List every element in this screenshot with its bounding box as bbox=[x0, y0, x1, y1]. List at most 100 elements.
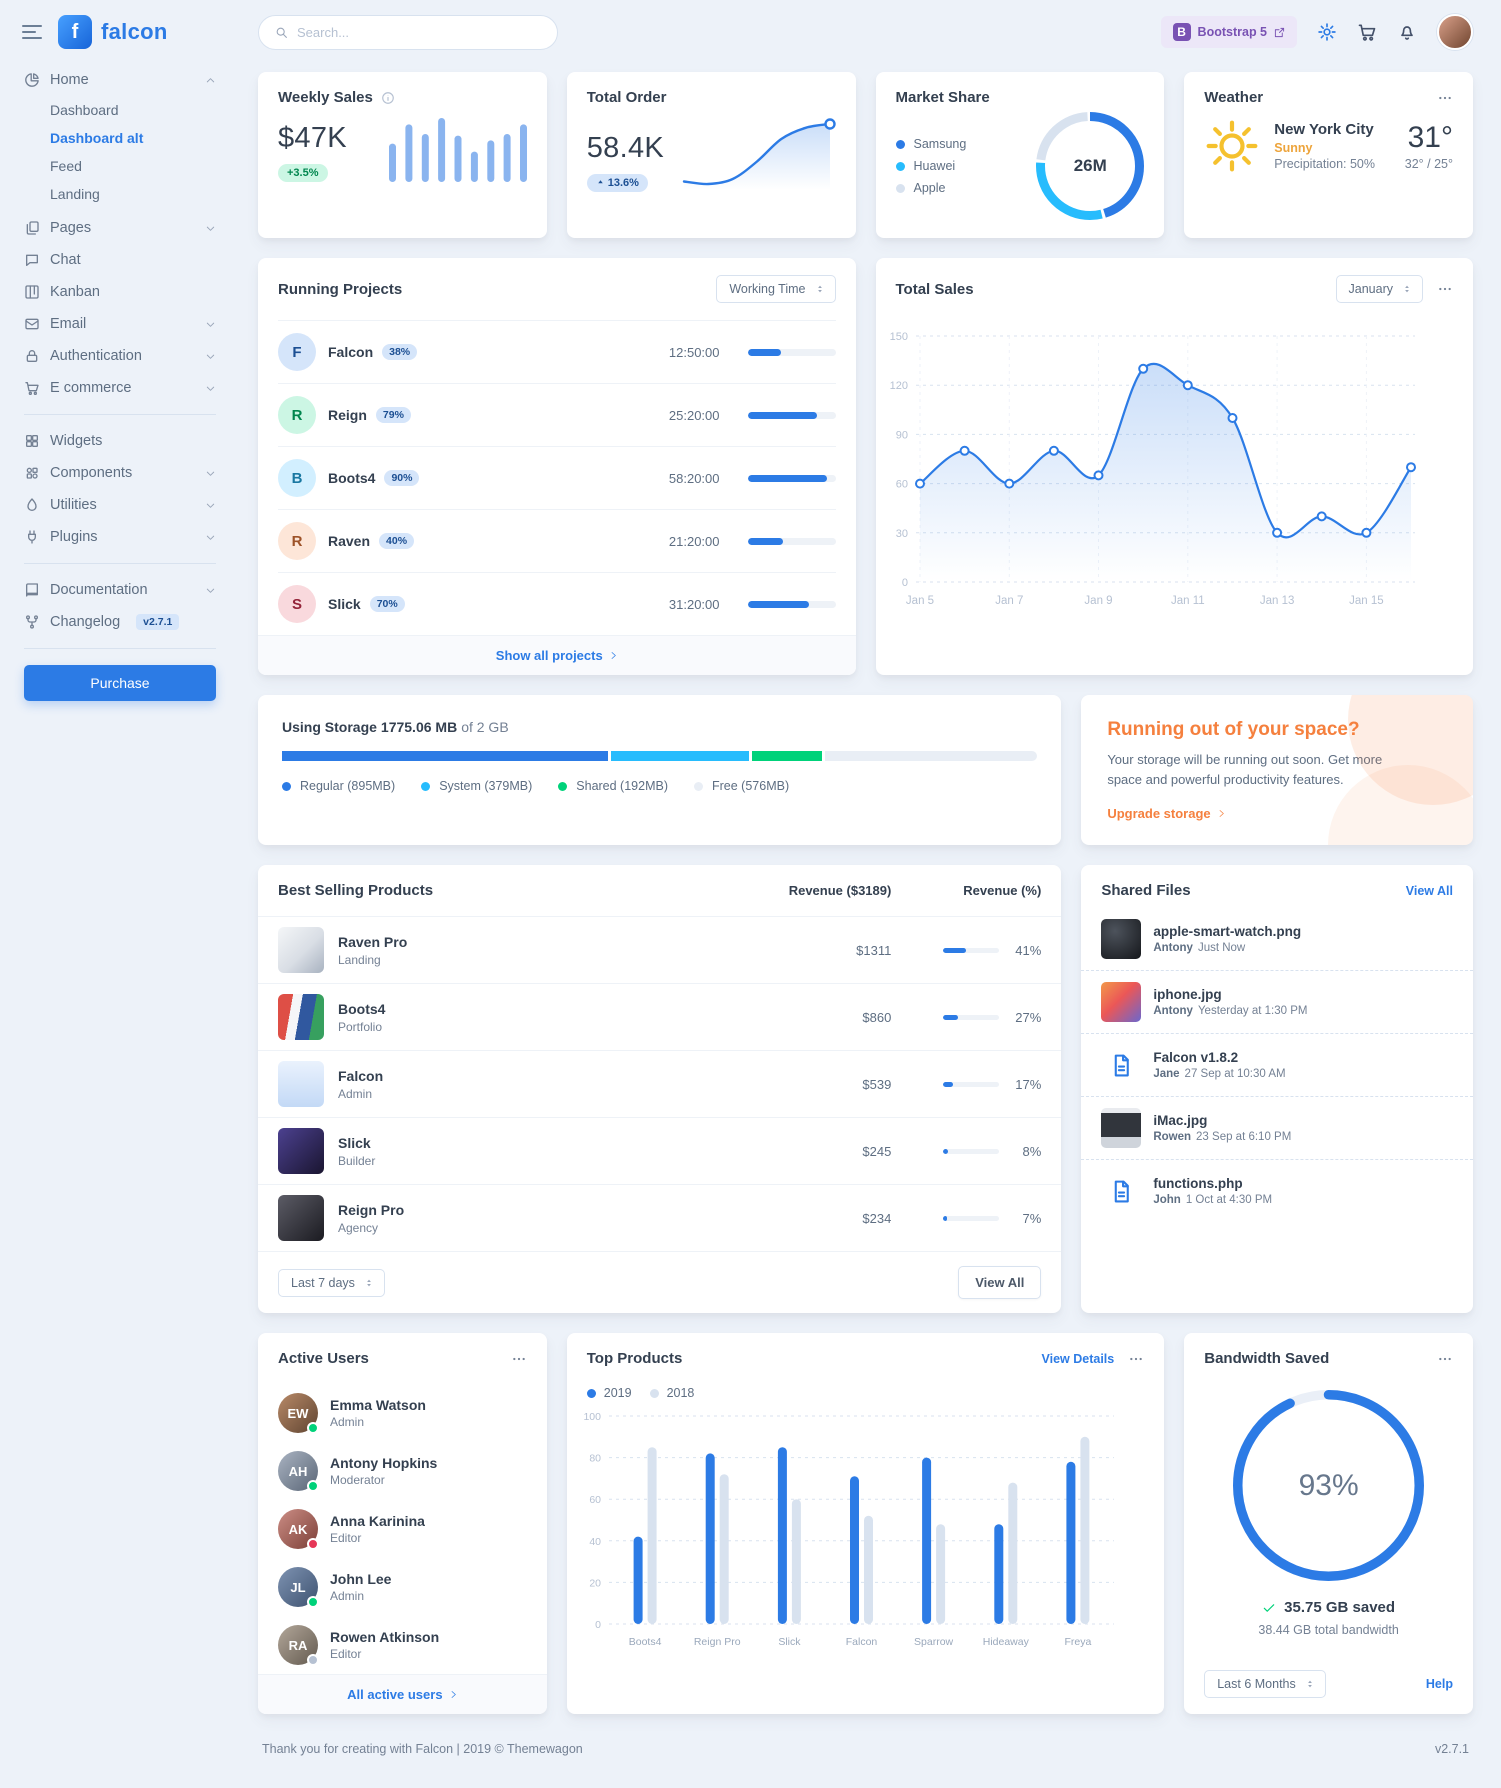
nav-docs-group: Documentation Changelog v2.7.1 bbox=[18, 574, 222, 638]
weather-menu-icon[interactable] bbox=[1437, 90, 1453, 106]
sidebar-item[interactable]: Authentication bbox=[18, 340, 222, 372]
bootstrap5-badge[interactable]: B Bootstrap 5 bbox=[1160, 16, 1297, 48]
dashboard-grid: Weekly Sales $47K +3.5% Total Order bbox=[258, 64, 1473, 1715]
settings-gear-icon[interactable] bbox=[1317, 22, 1337, 42]
show-all-projects-link[interactable]: Show all projects bbox=[258, 635, 856, 675]
column-header-revenue: Revenue ($3189) bbox=[788, 883, 892, 899]
sidebar-subitem[interactable]: Landing bbox=[18, 180, 222, 208]
file-name-link[interactable]: iMac.jpg bbox=[1153, 1113, 1208, 1129]
components-icon bbox=[24, 465, 40, 481]
project-time: 31:20:00 bbox=[668, 596, 720, 612]
sidebar: f falcon Home Dashboard Dashboard alt Feed… bbox=[0, 0, 232, 729]
avatar: AH bbox=[278, 1451, 319, 1493]
sidebar-subitem[interactable]: Feed bbox=[18, 152, 222, 180]
list-item: apple-smart-watch.png Antony Just Now bbox=[1081, 908, 1473, 970]
user-name-link[interactable]: John Lee bbox=[330, 1571, 392, 1588]
file-name-link[interactable]: functions.php bbox=[1153, 1176, 1243, 1192]
product-name-link[interactable]: Raven Pro bbox=[338, 933, 408, 950]
product-name-link[interactable]: Reign Pro bbox=[338, 1201, 405, 1218]
search-input[interactable] bbox=[297, 24, 541, 40]
info-icon[interactable] bbox=[381, 91, 395, 105]
project-name-link[interactable]: Slick bbox=[328, 596, 361, 612]
view-all-files-link[interactable]: View All bbox=[1405, 883, 1453, 898]
menu-toggle-button[interactable] bbox=[22, 23, 42, 41]
project-name-link[interactable]: Raven bbox=[328, 533, 371, 549]
svg-text:60: 60 bbox=[895, 479, 907, 491]
market-share-donut: 26M bbox=[1036, 112, 1145, 220]
sidebar-item[interactable]: Utilities bbox=[18, 489, 222, 521]
user-name-link[interactable]: Antony Hopkins bbox=[330, 1455, 438, 1472]
user-name-link[interactable]: Anna Karinina bbox=[330, 1513, 425, 1530]
sidebar-item-label: Home bbox=[50, 72, 89, 88]
file-owner: Antony bbox=[1153, 942, 1193, 955]
chevron-down-icon bbox=[205, 383, 216, 394]
sidebar-item-home[interactable]: Home bbox=[18, 64, 222, 96]
sidebar-item[interactable]: Components bbox=[18, 457, 222, 489]
sidebar-subitem[interactable]: Dashboard bbox=[18, 96, 222, 124]
working-time-select[interactable]: Working Time bbox=[716, 275, 836, 303]
falcon-logo[interactable]: f falcon bbox=[58, 15, 168, 49]
svg-text:80: 80 bbox=[589, 1453, 601, 1465]
project-name-link[interactable]: Falcon bbox=[328, 344, 374, 360]
weather-precipitation: Precipitation: 50% bbox=[1274, 157, 1375, 171]
sidebar-item[interactable]: Documentation bbox=[18, 574, 222, 606]
cart-icon[interactable] bbox=[1357, 22, 1377, 42]
file-name-link[interactable]: apple-smart-watch.png bbox=[1153, 924, 1302, 940]
file-name-link[interactable]: iphone.jpg bbox=[1153, 987, 1222, 1003]
bandwidth-menu-icon[interactable] bbox=[1437, 1351, 1453, 1367]
sidebar-item[interactable]: Email bbox=[18, 308, 222, 340]
search-box[interactable] bbox=[258, 14, 558, 50]
svg-text:Jan 13: Jan 13 bbox=[1259, 595, 1294, 607]
user-avatar[interactable] bbox=[1437, 14, 1473, 50]
sidebar-item[interactable]: Widgets bbox=[18, 425, 222, 457]
user-role: Admin bbox=[330, 1415, 365, 1430]
chevron-down-icon bbox=[205, 532, 216, 543]
active-users-menu-icon[interactable] bbox=[511, 1351, 527, 1367]
chevron-up-icon bbox=[205, 75, 216, 86]
legend-item: Huawei bbox=[895, 155, 967, 177]
purchase-button[interactable]: Purchase bbox=[24, 665, 216, 701]
total-sales-menu-icon[interactable] bbox=[1437, 281, 1453, 297]
market-share-chart bbox=[1036, 112, 1145, 220]
kanban-icon bbox=[24, 284, 40, 300]
sidebar-item[interactable]: Chat bbox=[18, 244, 222, 276]
project-name-link[interactable]: Reign bbox=[328, 407, 367, 423]
select-value: January bbox=[1348, 282, 1393, 296]
top-products-menu-icon[interactable] bbox=[1128, 1351, 1144, 1367]
revenue-pct-bar bbox=[943, 1081, 1000, 1087]
user-name-link[interactable]: Emma Watson bbox=[330, 1397, 426, 1414]
revenue-pct-bar bbox=[943, 1215, 1000, 1221]
product-name-link[interactable]: Boots4 bbox=[338, 1000, 386, 1017]
table-row: Raven Pro Landing $1311 41% bbox=[258, 917, 1062, 985]
sidebar-item-label: Widgets bbox=[50, 433, 103, 449]
sidebar-item[interactable]: Pages bbox=[18, 212, 222, 244]
card-title: Total Order bbox=[586, 89, 667, 106]
last-7-days-select[interactable]: Last 7 days bbox=[278, 1268, 385, 1297]
nav-main-group: Pages Chat Kanban Email bbox=[18, 212, 222, 404]
view-details-link[interactable]: View Details bbox=[1041, 1351, 1115, 1366]
select-value: Working Time bbox=[729, 282, 806, 296]
file-name-link[interactable]: Falcon v1.8.2 bbox=[1153, 1050, 1239, 1066]
sidebar-item[interactable]: E commerce bbox=[18, 372, 222, 404]
top-products-chart-area: 0 20 40 60 80 100 Boots4 Reign Pro Slick Falcon Sp… bbox=[567, 1404, 1164, 1714]
weather-high-low: 32° / 25° bbox=[1404, 157, 1453, 171]
last-6-months-select[interactable]: Last 6 Months bbox=[1204, 1670, 1326, 1699]
product-name-link[interactable]: Falcon bbox=[338, 1067, 384, 1084]
sidebar-subitem[interactable]: Dashboard alt bbox=[18, 124, 222, 152]
legend-item: Samsung bbox=[895, 133, 966, 155]
project-avatar: B bbox=[278, 459, 316, 497]
notifications-bell-icon[interactable] bbox=[1397, 22, 1417, 42]
help-link[interactable]: Help bbox=[1425, 1677, 1453, 1692]
project-name-link[interactable]: Boots4 bbox=[328, 470, 376, 486]
all-active-users-link[interactable]: All active users bbox=[258, 1674, 547, 1715]
legend-label: Free (576MB) bbox=[712, 779, 790, 793]
upgrade-storage-link[interactable]: Upgrade storage bbox=[1107, 806, 1225, 821]
month-select[interactable]: January bbox=[1335, 275, 1423, 303]
view-all-button[interactable]: View All bbox=[958, 1266, 1042, 1300]
sidebar-item[interactable]: Changelog v2.7.1 bbox=[18, 606, 222, 638]
sidebar-item[interactable]: Plugins bbox=[18, 521, 222, 553]
user-name-link[interactable]: Rowen Atkinson bbox=[330, 1629, 440, 1646]
sun-icon bbox=[1204, 118, 1260, 174]
product-name-link[interactable]: Slick bbox=[338, 1134, 371, 1151]
sidebar-item[interactable]: Kanban bbox=[18, 276, 222, 308]
